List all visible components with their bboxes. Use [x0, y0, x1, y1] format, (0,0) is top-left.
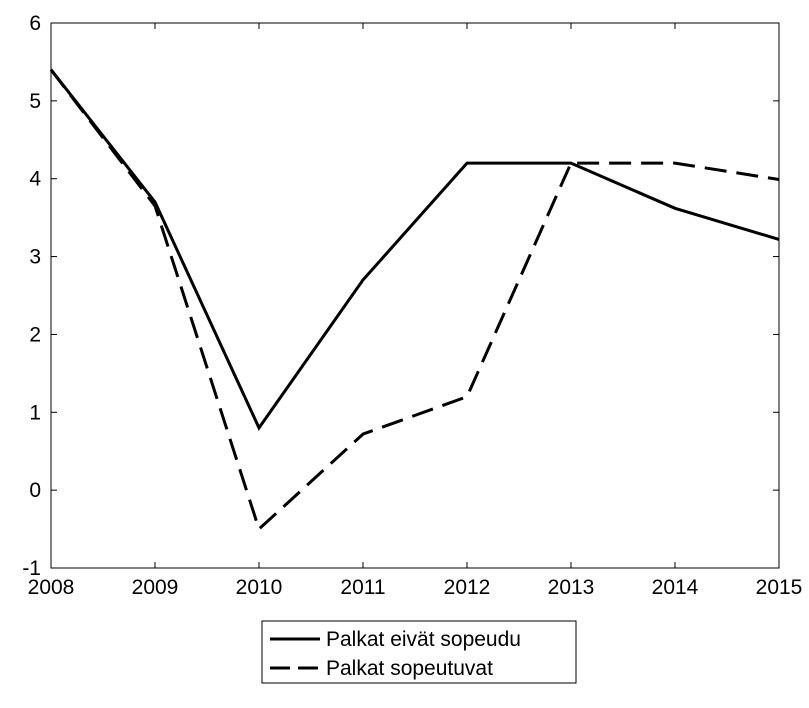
plot-frame — [50, 22, 780, 569]
legend-box — [261, 620, 577, 684]
series-line-solid — [49, 68, 780, 431]
y-tick-label: 4 — [29, 168, 41, 191]
legend-label: Palkat sopeutuvat — [326, 657, 493, 680]
y-tick-label: 6 — [29, 12, 41, 35]
series-layer — [49, 68, 780, 532]
axes-layer — [50, 22, 780, 569]
series-line-dashed — [49, 68, 780, 532]
x-tick-label: 2012 — [444, 576, 491, 599]
y-tick-label: 1 — [29, 401, 41, 424]
y-tick-label: 0 — [29, 479, 41, 502]
y-tick-label: 3 — [29, 246, 41, 269]
x-tick-label: 2013 — [548, 576, 595, 599]
x-tick-label: 2014 — [652, 576, 699, 599]
x-tick-label: 2009 — [132, 576, 179, 599]
x-tick-label: 2015 — [756, 576, 803, 599]
y-tick-label: 2 — [29, 323, 41, 346]
legend-label: Palkat eivät sopeudu — [326, 628, 521, 651]
x-tick-label: 2010 — [236, 576, 283, 599]
x-tick-label: 2011 — [340, 576, 385, 599]
legend: Palkat eivät sopeudu Palkat sopeutuvat — [261, 620, 577, 684]
y-tick-label: -1 — [22, 557, 41, 580]
x-tick-label: 2008 — [28, 576, 75, 599]
y-tick-label: 5 — [29, 90, 41, 113]
